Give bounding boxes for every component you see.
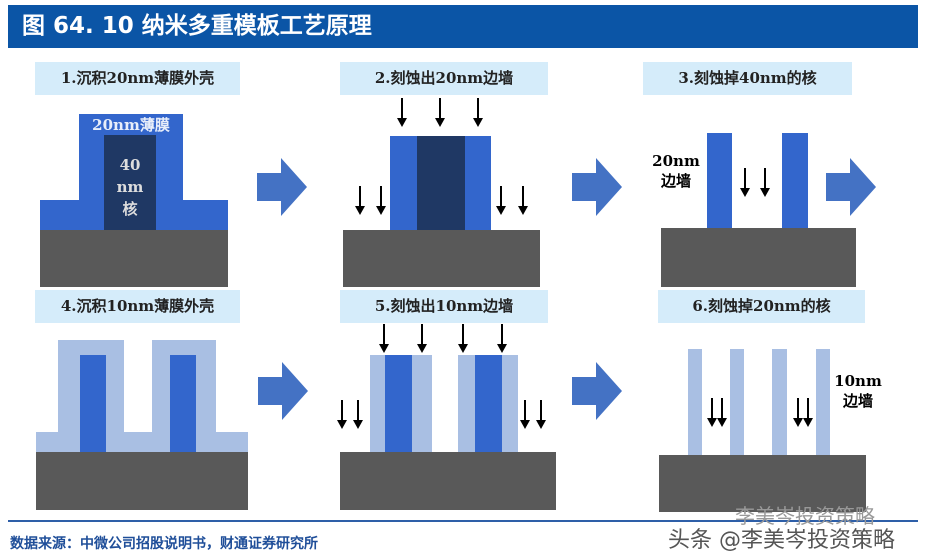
spacer-wall bbox=[688, 349, 702, 455]
spacer-left bbox=[390, 136, 417, 230]
step-label: 4.沉积10nm薄膜外壳 bbox=[35, 290, 240, 323]
wall-label-1: 10nm bbox=[834, 372, 882, 390]
step-label: 6.刻蚀掉20nm的核 bbox=[658, 290, 865, 323]
substrate bbox=[343, 230, 540, 287]
etch-arrow-icon bbox=[396, 98, 408, 128]
spacer-wall bbox=[782, 133, 808, 230]
source-note: 数据来源：中微公司招股说明书，财通证券研究所 bbox=[10, 536, 318, 552]
figure-title: 图 64. 10 纳米多重模板工艺原理 bbox=[8, 5, 918, 48]
core bbox=[417, 136, 465, 230]
core bbox=[385, 355, 412, 452]
film-base bbox=[36, 432, 248, 452]
spacer-right bbox=[502, 355, 518, 452]
step-label: 1.沉积20nm薄膜外壳 bbox=[35, 62, 240, 95]
etch-arrow-icon bbox=[519, 400, 531, 430]
step-label: 5.刻蚀出10nm边墙 bbox=[340, 290, 548, 323]
next-step-arrow-icon bbox=[257, 158, 307, 216]
spacer-right bbox=[465, 136, 491, 230]
substrate bbox=[40, 230, 228, 287]
etch-arrow-icon bbox=[375, 186, 387, 216]
core bbox=[170, 355, 196, 452]
spacer-wall bbox=[707, 133, 732, 230]
substrate bbox=[659, 455, 866, 512]
etch-arrow-icon bbox=[535, 400, 547, 430]
etch-arrow-icon bbox=[434, 98, 446, 128]
spacer-left bbox=[458, 355, 475, 452]
core bbox=[104, 135, 156, 230]
next-step-arrow-icon bbox=[826, 158, 876, 216]
spacer-wall bbox=[730, 349, 744, 455]
film-label: 20nm薄膜 bbox=[92, 116, 170, 134]
etch-arrow-icon bbox=[336, 400, 348, 430]
spacer-wall bbox=[816, 349, 830, 455]
watermark-2: 头条 @李美岑投资策略 bbox=[668, 528, 895, 553]
core bbox=[475, 355, 502, 452]
core bbox=[80, 355, 106, 452]
etch-arrow-icon bbox=[457, 324, 469, 354]
footer-divider bbox=[8, 520, 918, 522]
next-step-arrow-icon bbox=[572, 362, 622, 420]
spacer-right bbox=[412, 355, 432, 452]
substrate bbox=[661, 228, 856, 287]
etch-arrow-icon bbox=[378, 324, 390, 354]
substrate bbox=[36, 452, 248, 510]
etch-arrow-icon bbox=[716, 398, 728, 428]
step-label: 3.刻蚀掉40nm的核 bbox=[643, 62, 852, 95]
core-label-2: nm bbox=[116, 178, 144, 196]
core-label-3: 核 bbox=[122, 200, 138, 218]
etch-arrow-icon bbox=[352, 400, 364, 430]
next-step-arrow-icon bbox=[258, 362, 308, 420]
watermark-1: 李美岑投资策略 bbox=[735, 504, 875, 528]
etch-arrow-icon bbox=[496, 324, 508, 354]
wall-label-2: 边墙 bbox=[660, 172, 691, 190]
step-label: 2.刻蚀出20nm边墙 bbox=[340, 62, 548, 95]
etch-arrow-icon bbox=[739, 168, 751, 198]
etch-arrow-icon bbox=[416, 324, 428, 354]
etch-arrow-icon bbox=[517, 186, 529, 216]
etch-arrow-icon bbox=[802, 398, 814, 428]
etch-arrow-icon bbox=[495, 186, 507, 216]
wall-label-2: 边墙 bbox=[842, 392, 873, 410]
next-step-arrow-icon bbox=[572, 158, 622, 216]
etch-arrow-icon bbox=[354, 186, 366, 216]
etch-arrow-icon bbox=[792, 398, 804, 428]
spacer-wall bbox=[772, 349, 787, 455]
substrate bbox=[340, 452, 556, 510]
etch-arrow-icon bbox=[472, 98, 484, 128]
wall-label-1: 20nm bbox=[652, 152, 700, 170]
spacer-left bbox=[370, 355, 385, 452]
etch-arrow-icon bbox=[706, 398, 718, 428]
core-label-1: 40 bbox=[119, 156, 141, 174]
etch-arrow-icon bbox=[759, 168, 771, 198]
